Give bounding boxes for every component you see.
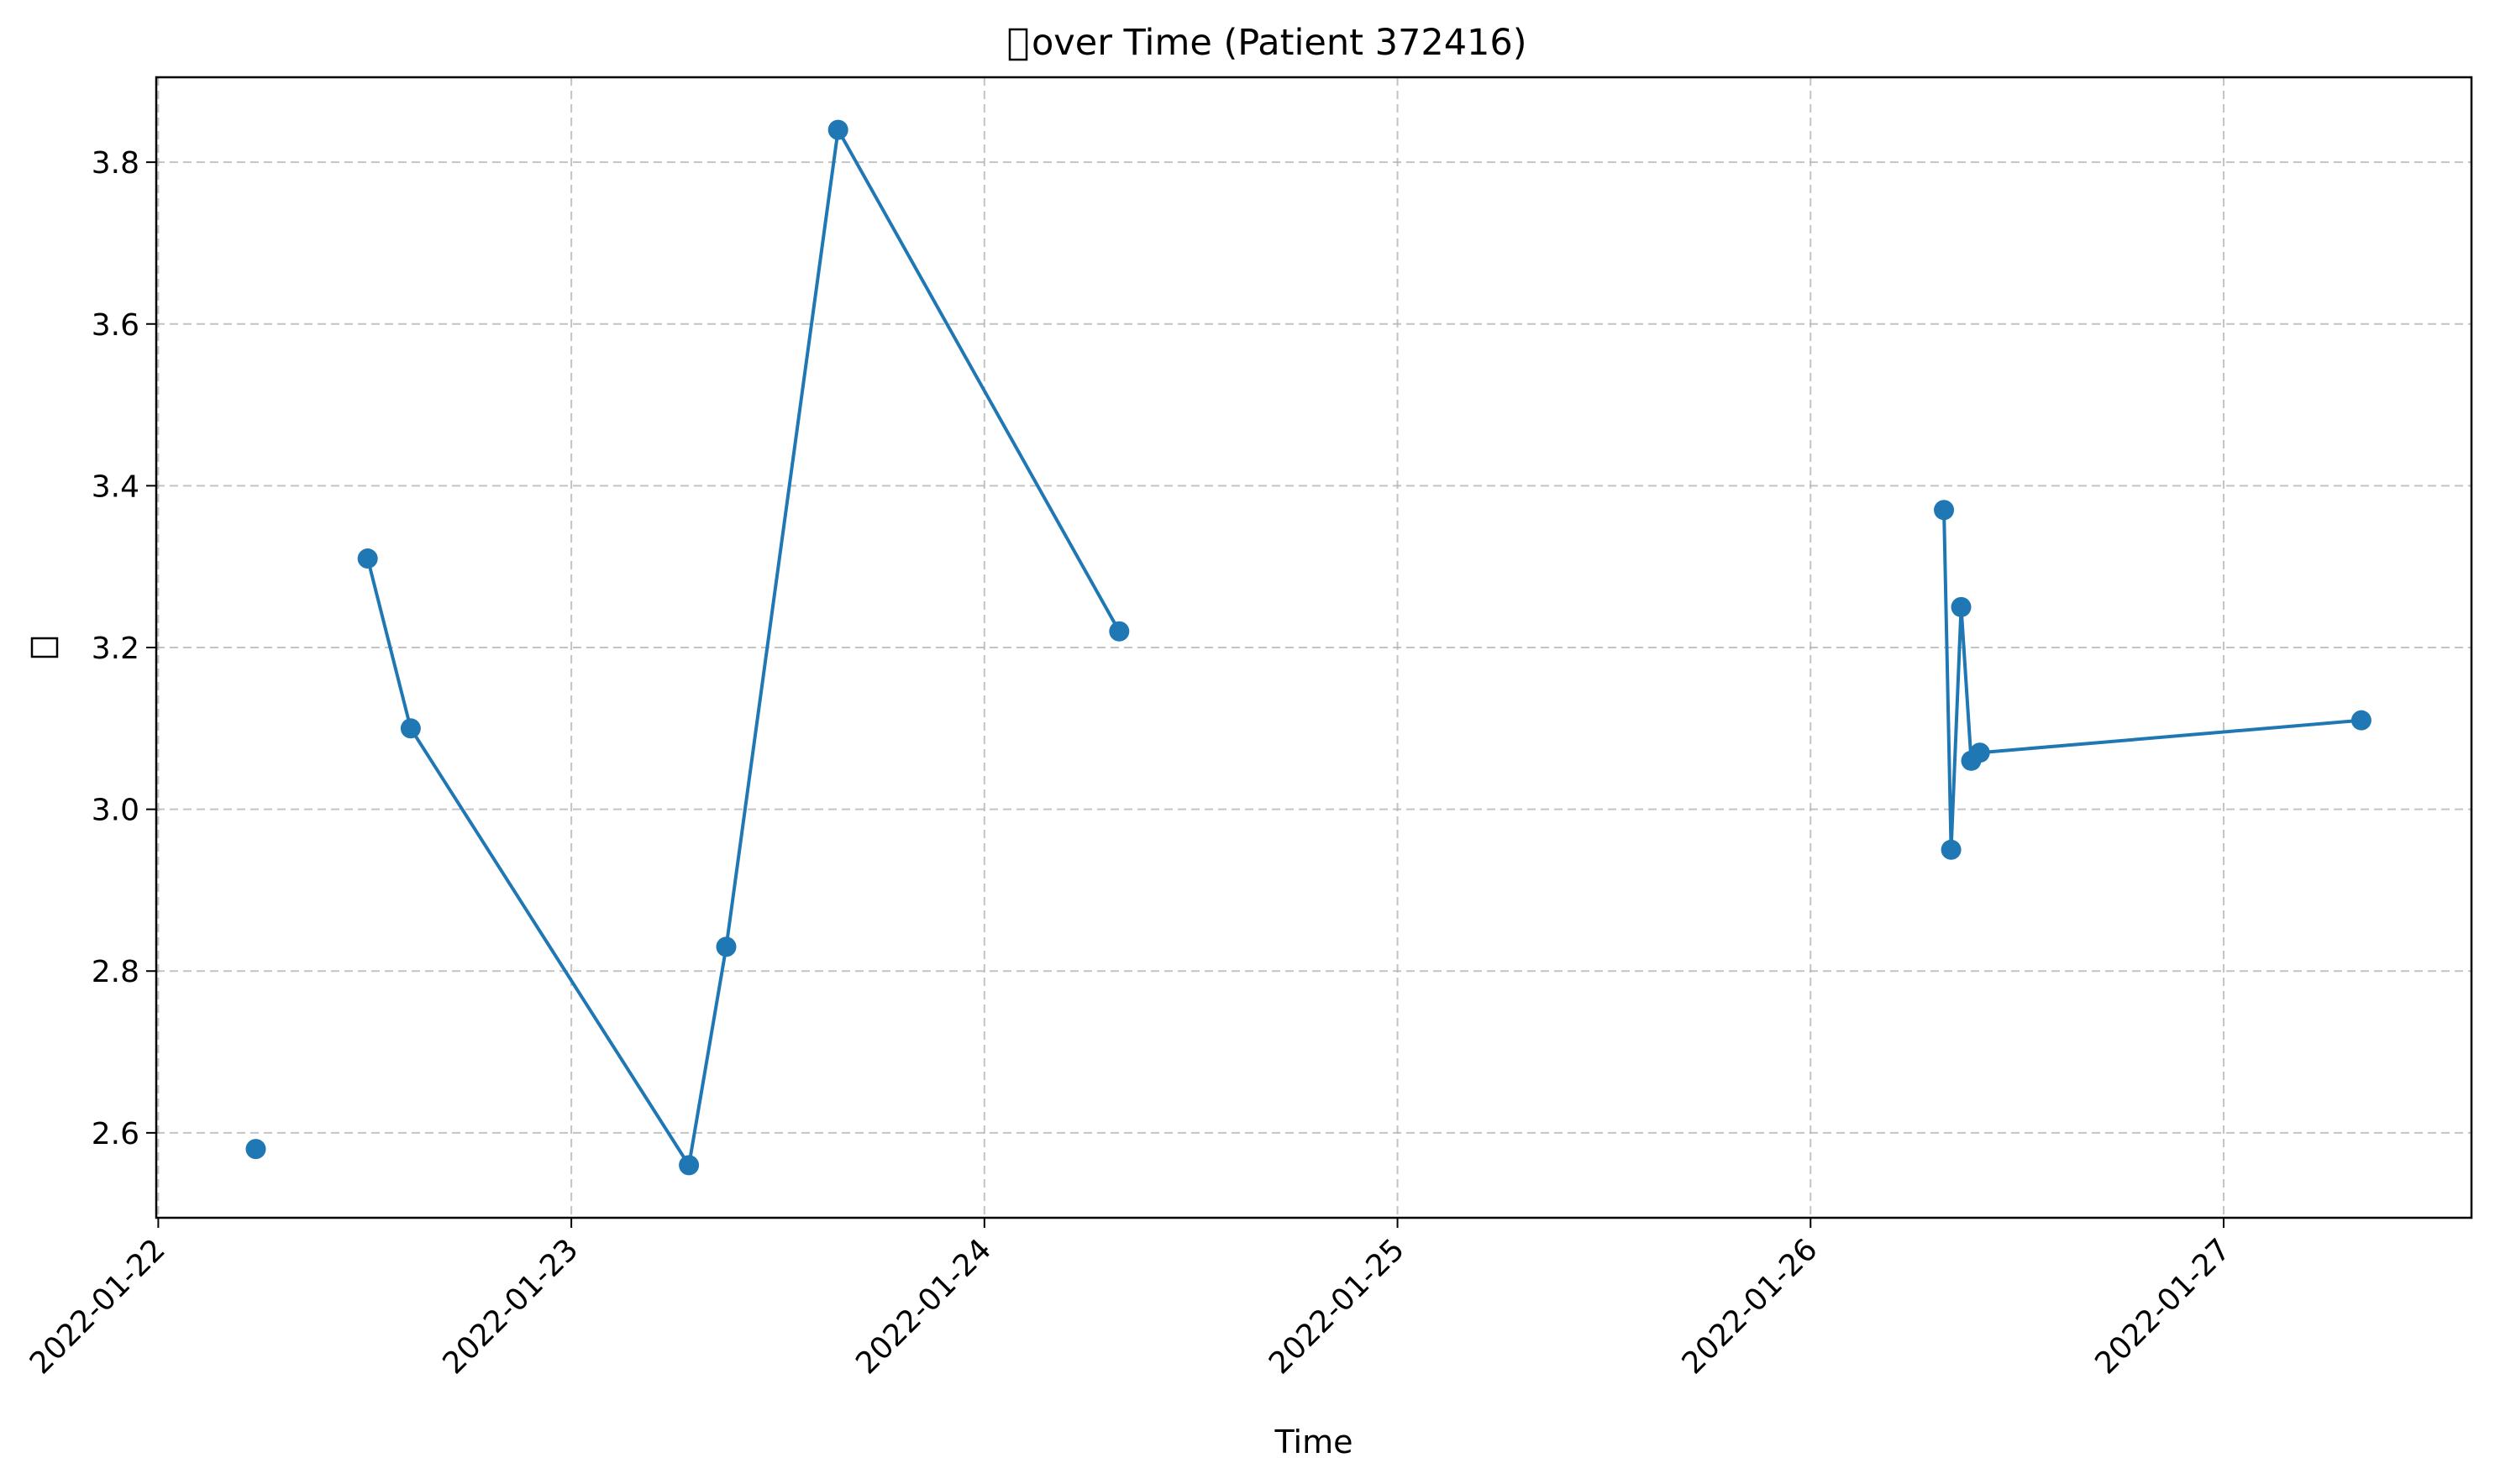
x-axis-title: Time (1274, 1424, 1353, 1460)
data-point (679, 1155, 700, 1176)
y-axis: 2.6 2.8 3.0 3.2 3.4 3.6 3.8 (92, 146, 156, 1151)
series-line (1942, 508, 2363, 852)
data-point (2351, 710, 2372, 731)
x-tick-label: 2022-01-27 (2088, 1232, 2237, 1381)
x-tick-label: 2022-01-22 (24, 1232, 172, 1381)
series-layer (245, 119, 2372, 1176)
chart-title-text: over Time (Patient 372416) (1032, 22, 1527, 64)
x-axis: 2022-01-22 2022-01-23 2022-01-24 2022-01-25… (24, 1218, 2237, 1381)
missing-glyph-box-icon (1008, 28, 1028, 61)
x-tick-label: 2022-01-25 (1263, 1232, 1411, 1381)
grid-layer (156, 77, 2471, 1218)
y-tick-label: 2.6 (92, 1117, 139, 1151)
y-tick-label: 3.0 (92, 794, 139, 828)
missing-glyph-box-icon (30, 637, 59, 658)
x-tick-label: 2022-01-23 (437, 1232, 586, 1381)
data-point (1951, 596, 1972, 617)
series-line (365, 128, 1121, 1167)
data-point (400, 718, 421, 739)
y-tick-label: 3.4 (92, 469, 139, 504)
y-axis-title (30, 637, 59, 658)
data-point (716, 936, 737, 957)
data-point (827, 119, 848, 140)
x-tick-label: 2022-01-26 (1676, 1232, 1825, 1381)
y-tick-label: 3.6 (92, 308, 139, 343)
data-point (357, 548, 378, 569)
data-point (245, 1139, 266, 1160)
y-tick-label: 3.2 (92, 632, 139, 666)
y-tick-label: 2.8 (92, 955, 139, 989)
data-point (1934, 500, 1955, 521)
data-point (1941, 839, 1962, 860)
x-tick-label: 2022-01-24 (849, 1232, 998, 1381)
data-point (1109, 621, 1130, 642)
data-point (1969, 742, 1990, 763)
chart-title: over Time (Patient 372416) (1008, 22, 1527, 64)
y-tick-label: 3.8 (92, 146, 139, 181)
